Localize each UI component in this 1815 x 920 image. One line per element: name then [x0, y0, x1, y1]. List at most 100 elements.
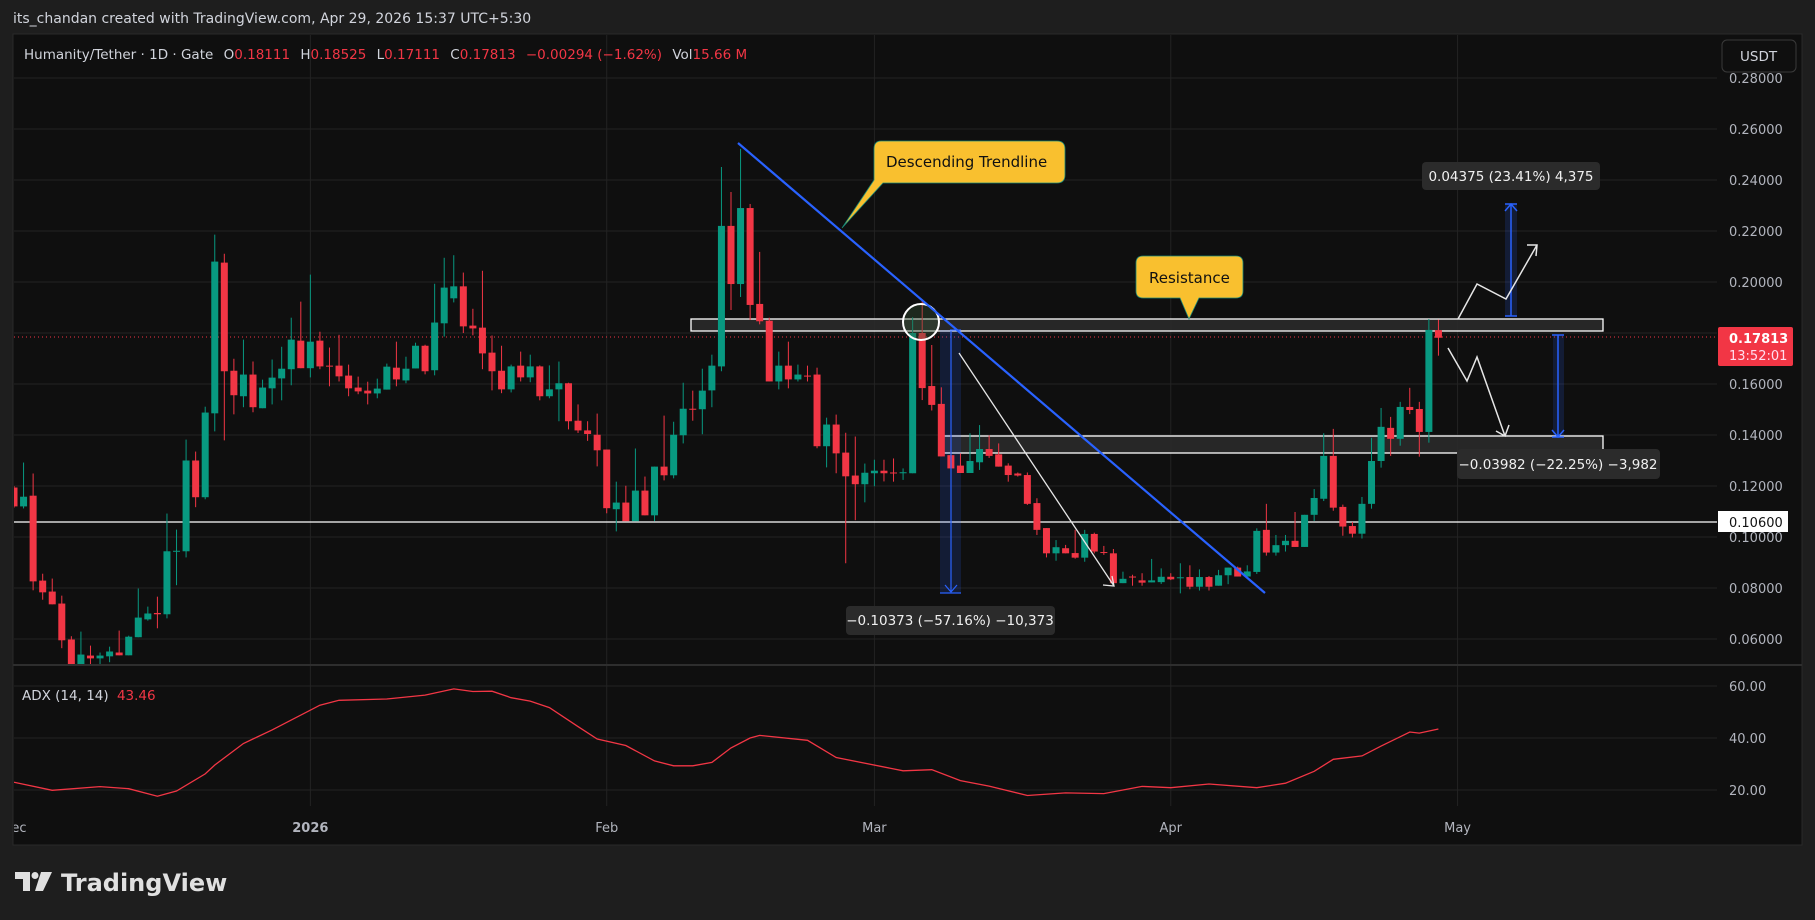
candle-body — [593, 434, 601, 451]
candle-down — [1100, 545, 1108, 555]
candle-body — [259, 387, 267, 409]
candle-up — [96, 652, 104, 664]
adx-label[interactable]: ADX (14, 14) — [22, 688, 109, 704]
candle-down — [1186, 565, 1194, 590]
candle-up — [259, 379, 267, 409]
candle-down — [1071, 529, 1079, 559]
candle-body — [115, 652, 123, 656]
candle-body — [1176, 577, 1184, 579]
candle-down — [354, 376, 362, 395]
attribution-text: its_chandan created with TradingView.com… — [13, 11, 531, 27]
candle-down — [1415, 401, 1423, 457]
candle-down — [765, 317, 773, 382]
candle-body — [880, 470, 888, 474]
candle-up — [1243, 565, 1251, 577]
candle-down — [985, 435, 993, 458]
candle-up — [794, 364, 802, 382]
candle-body — [1415, 408, 1423, 432]
candle-body — [890, 472, 898, 474]
candle-up — [1368, 437, 1376, 509]
candle-up — [861, 463, 869, 503]
candle-body — [335, 365, 343, 377]
high-label: H — [300, 47, 310, 63]
tradingview-logo-text: TradingView — [61, 869, 227, 897]
resistance-callout[interactable]: Resistance — [1135, 255, 1244, 320]
candle-down — [842, 432, 850, 564]
trendline-callout[interactable]: Descending Trendline — [841, 140, 1066, 229]
candle-down — [727, 191, 735, 311]
tradingview-logo-icon — [15, 872, 52, 891]
candle-body — [1109, 553, 1117, 584]
price-axis[interactable]: 0.28000 0.26000 0.24000 0.22000 0.20000 0.160… — [1729, 72, 1783, 648]
candle-body — [153, 612, 161, 615]
candle-down — [421, 344, 429, 375]
price-tick-label: 0.10000 — [1729, 531, 1783, 546]
candle-up — [708, 354, 716, 408]
descending-trendline[interactable] — [737, 142, 1266, 594]
candle-down — [517, 351, 525, 382]
candle-down — [622, 485, 630, 522]
candle-body — [1195, 577, 1203, 587]
measure-label-big: −0.10373 (−57.16%) −10,373 — [846, 606, 1055, 635]
candle-body — [14, 487, 18, 507]
candle-body — [1329, 455, 1337, 508]
open-value: 0.18111 — [234, 47, 290, 63]
candle-body — [364, 390, 372, 394]
adx-tick-label: 60.00 — [1729, 680, 1766, 695]
currency-button[interactable]: USDT — [1721, 39, 1797, 73]
candle-up — [1195, 569, 1203, 591]
candle-up — [1310, 489, 1318, 521]
candle-body — [756, 303, 764, 322]
symbol-title[interactable]: Humanity/Tether · 1D · Gate — [24, 47, 213, 63]
resistance-zone[interactable] — [690, 318, 1604, 332]
candle-down — [1109, 548, 1117, 586]
candle-body — [679, 408, 687, 436]
candle-up — [1052, 540, 1060, 561]
candle-body — [937, 403, 945, 457]
breakout-circle[interactable] — [902, 303, 940, 341]
candle-body — [1425, 329, 1433, 432]
tradingview-logo[interactable]: TradingView — [15, 869, 227, 897]
candle-up — [1272, 534, 1280, 556]
candle-body — [564, 383, 572, 422]
candle-up — [287, 317, 295, 386]
candle-up — [1119, 571, 1127, 584]
candle-up — [976, 425, 984, 470]
candle-down — [1004, 463, 1012, 482]
candle-body — [1272, 545, 1280, 553]
candle-down — [392, 341, 400, 387]
adx-legend: ADX (14, 14) 43.46 — [22, 688, 156, 704]
candle-body — [603, 449, 611, 509]
candle-down — [536, 365, 544, 401]
candle-down — [488, 335, 496, 391]
candle-body — [1434, 330, 1442, 338]
candle-body — [622, 502, 630, 522]
time-axis[interactable]: Dec 2026 Feb Mar Apr May — [1, 821, 1471, 836]
price-tick-label: 0.12000 — [1729, 480, 1783, 495]
candle-body — [106, 651, 114, 657]
candle-body — [1281, 540, 1289, 546]
candle-body — [1262, 529, 1270, 553]
candle-up — [268, 359, 276, 405]
candle-down — [1062, 544, 1070, 554]
candle-up — [1253, 528, 1261, 574]
candle-up — [1157, 568, 1165, 584]
candle-body — [1224, 567, 1232, 576]
candle-down — [14, 486, 18, 508]
candle-body — [287, 339, 295, 370]
candle-up — [1320, 433, 1328, 502]
candle-up — [450, 255, 458, 303]
candle-body — [775, 365, 783, 382]
candle-up — [823, 417, 831, 468]
candle-body — [20, 496, 28, 507]
candle-down — [1348, 521, 1356, 538]
candle-down — [746, 203, 754, 320]
candle-body — [1090, 533, 1098, 552]
candle-body — [392, 367, 400, 380]
candle-body — [727, 225, 735, 285]
candle-body — [1004, 465, 1012, 476]
candle-body — [373, 388, 381, 394]
last-price-text: 0.17813 — [1729, 332, 1788, 347]
adx-axis: 60.00 40.00 20.00 — [1729, 680, 1766, 799]
candle-body — [1377, 426, 1385, 462]
